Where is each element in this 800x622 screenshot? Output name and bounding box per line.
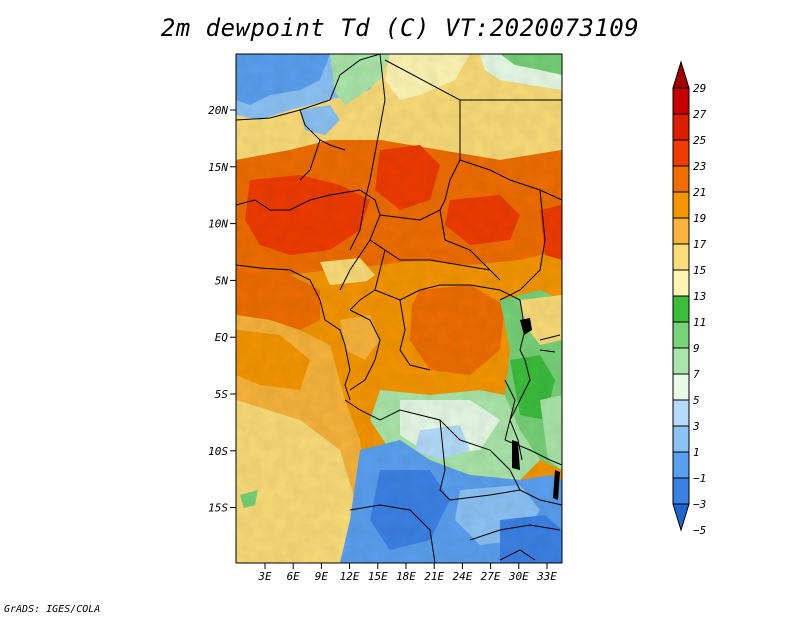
colorbar-label: 21 (693, 186, 706, 199)
colorbar-label: −5 (693, 524, 706, 537)
colorbar-swatch (672, 347, 690, 375)
dewpoint-field (236, 54, 562, 563)
lat-label: 5S (215, 388, 229, 401)
colorbar-swatch (672, 165, 690, 193)
colorbar-swatch (672, 113, 690, 141)
lat-label: 5N (215, 274, 229, 287)
colorbar-label: 9 (693, 342, 700, 355)
lon-label: 33E (536, 570, 557, 583)
colorbar-label: −3 (693, 498, 706, 511)
colorbar-label: −1 (693, 472, 706, 485)
lon-label: 6E (287, 570, 301, 583)
lat-label: 10N (208, 218, 228, 231)
colorbar-swatch (672, 295, 690, 323)
colorbar-label: 19 (693, 212, 706, 225)
colorbar: 29 27 25 23 21 19 17 15 13 11 9 7 5 3 1 −1 −3 −5 (672, 60, 707, 537)
colorbar-swatch (672, 321, 690, 349)
lat-label: 15N (208, 161, 228, 174)
colorbar-label: 15 (693, 264, 706, 277)
colorbar-label: 7 (693, 368, 700, 381)
lon-axis: 3E 6E 9E 12E 15E 18E 21E 24E 27E 30E 33E (257, 563, 557, 583)
colorbar-swatch (672, 399, 690, 427)
colorbar-swatch (672, 451, 690, 479)
colorbar-label: 27 (693, 108, 707, 121)
colorbar-label: 23 (693, 160, 706, 173)
colorbar-swatch (672, 139, 690, 167)
lat-label: 15S (208, 502, 228, 515)
lat-axis: 20N 15N 10N 5N EQ 5S 10S 15S (208, 104, 236, 515)
lon-label: 3E (257, 570, 272, 583)
colorbar-label: 3 (692, 420, 700, 433)
colorbar-bottom-arrow (672, 503, 690, 532)
lon-label: 24E (452, 570, 472, 583)
colorbar-swatch (672, 477, 690, 505)
colorbar-label: 17 (693, 238, 707, 251)
lon-label: 9E (315, 570, 329, 583)
colorbar-swatch (672, 269, 690, 297)
lon-label: 18E (396, 570, 416, 583)
map-title: 2m dewpoint Td (C) VT:2020073109 (160, 14, 640, 42)
lakes (512, 318, 560, 500)
colorbar-swatch (672, 373, 690, 401)
lon-label: 21E (424, 570, 444, 583)
colorbar-swatch (672, 243, 690, 271)
colorbar-swatch (672, 425, 690, 453)
colorbar-label: 11 (693, 316, 706, 329)
lon-label: 15E (368, 570, 388, 583)
colorbar-swatch (672, 191, 690, 219)
lat-label: 20N (208, 104, 228, 117)
colorbar-label: 13 (693, 290, 706, 303)
colorbar-label: 25 (693, 134, 706, 147)
lat-label: EQ (215, 331, 229, 344)
lon-label: 30E (508, 570, 529, 583)
map-frame (235, 53, 563, 564)
country-borders (236, 54, 562, 563)
grads-credit: GrADS: IGES/COLA (4, 604, 101, 615)
lat-label: 10S (208, 445, 228, 458)
colorbar-label: 5 (693, 394, 700, 407)
colorbar-swatch (672, 87, 690, 115)
colorbar-swatch (672, 217, 690, 245)
colorbar-label: 29 (693, 82, 706, 95)
colorbar-label: 1 (693, 446, 700, 459)
lon-label: 12E (340, 570, 360, 583)
colorbar-top-arrow (672, 60, 690, 89)
lon-label: 27E (481, 570, 501, 583)
